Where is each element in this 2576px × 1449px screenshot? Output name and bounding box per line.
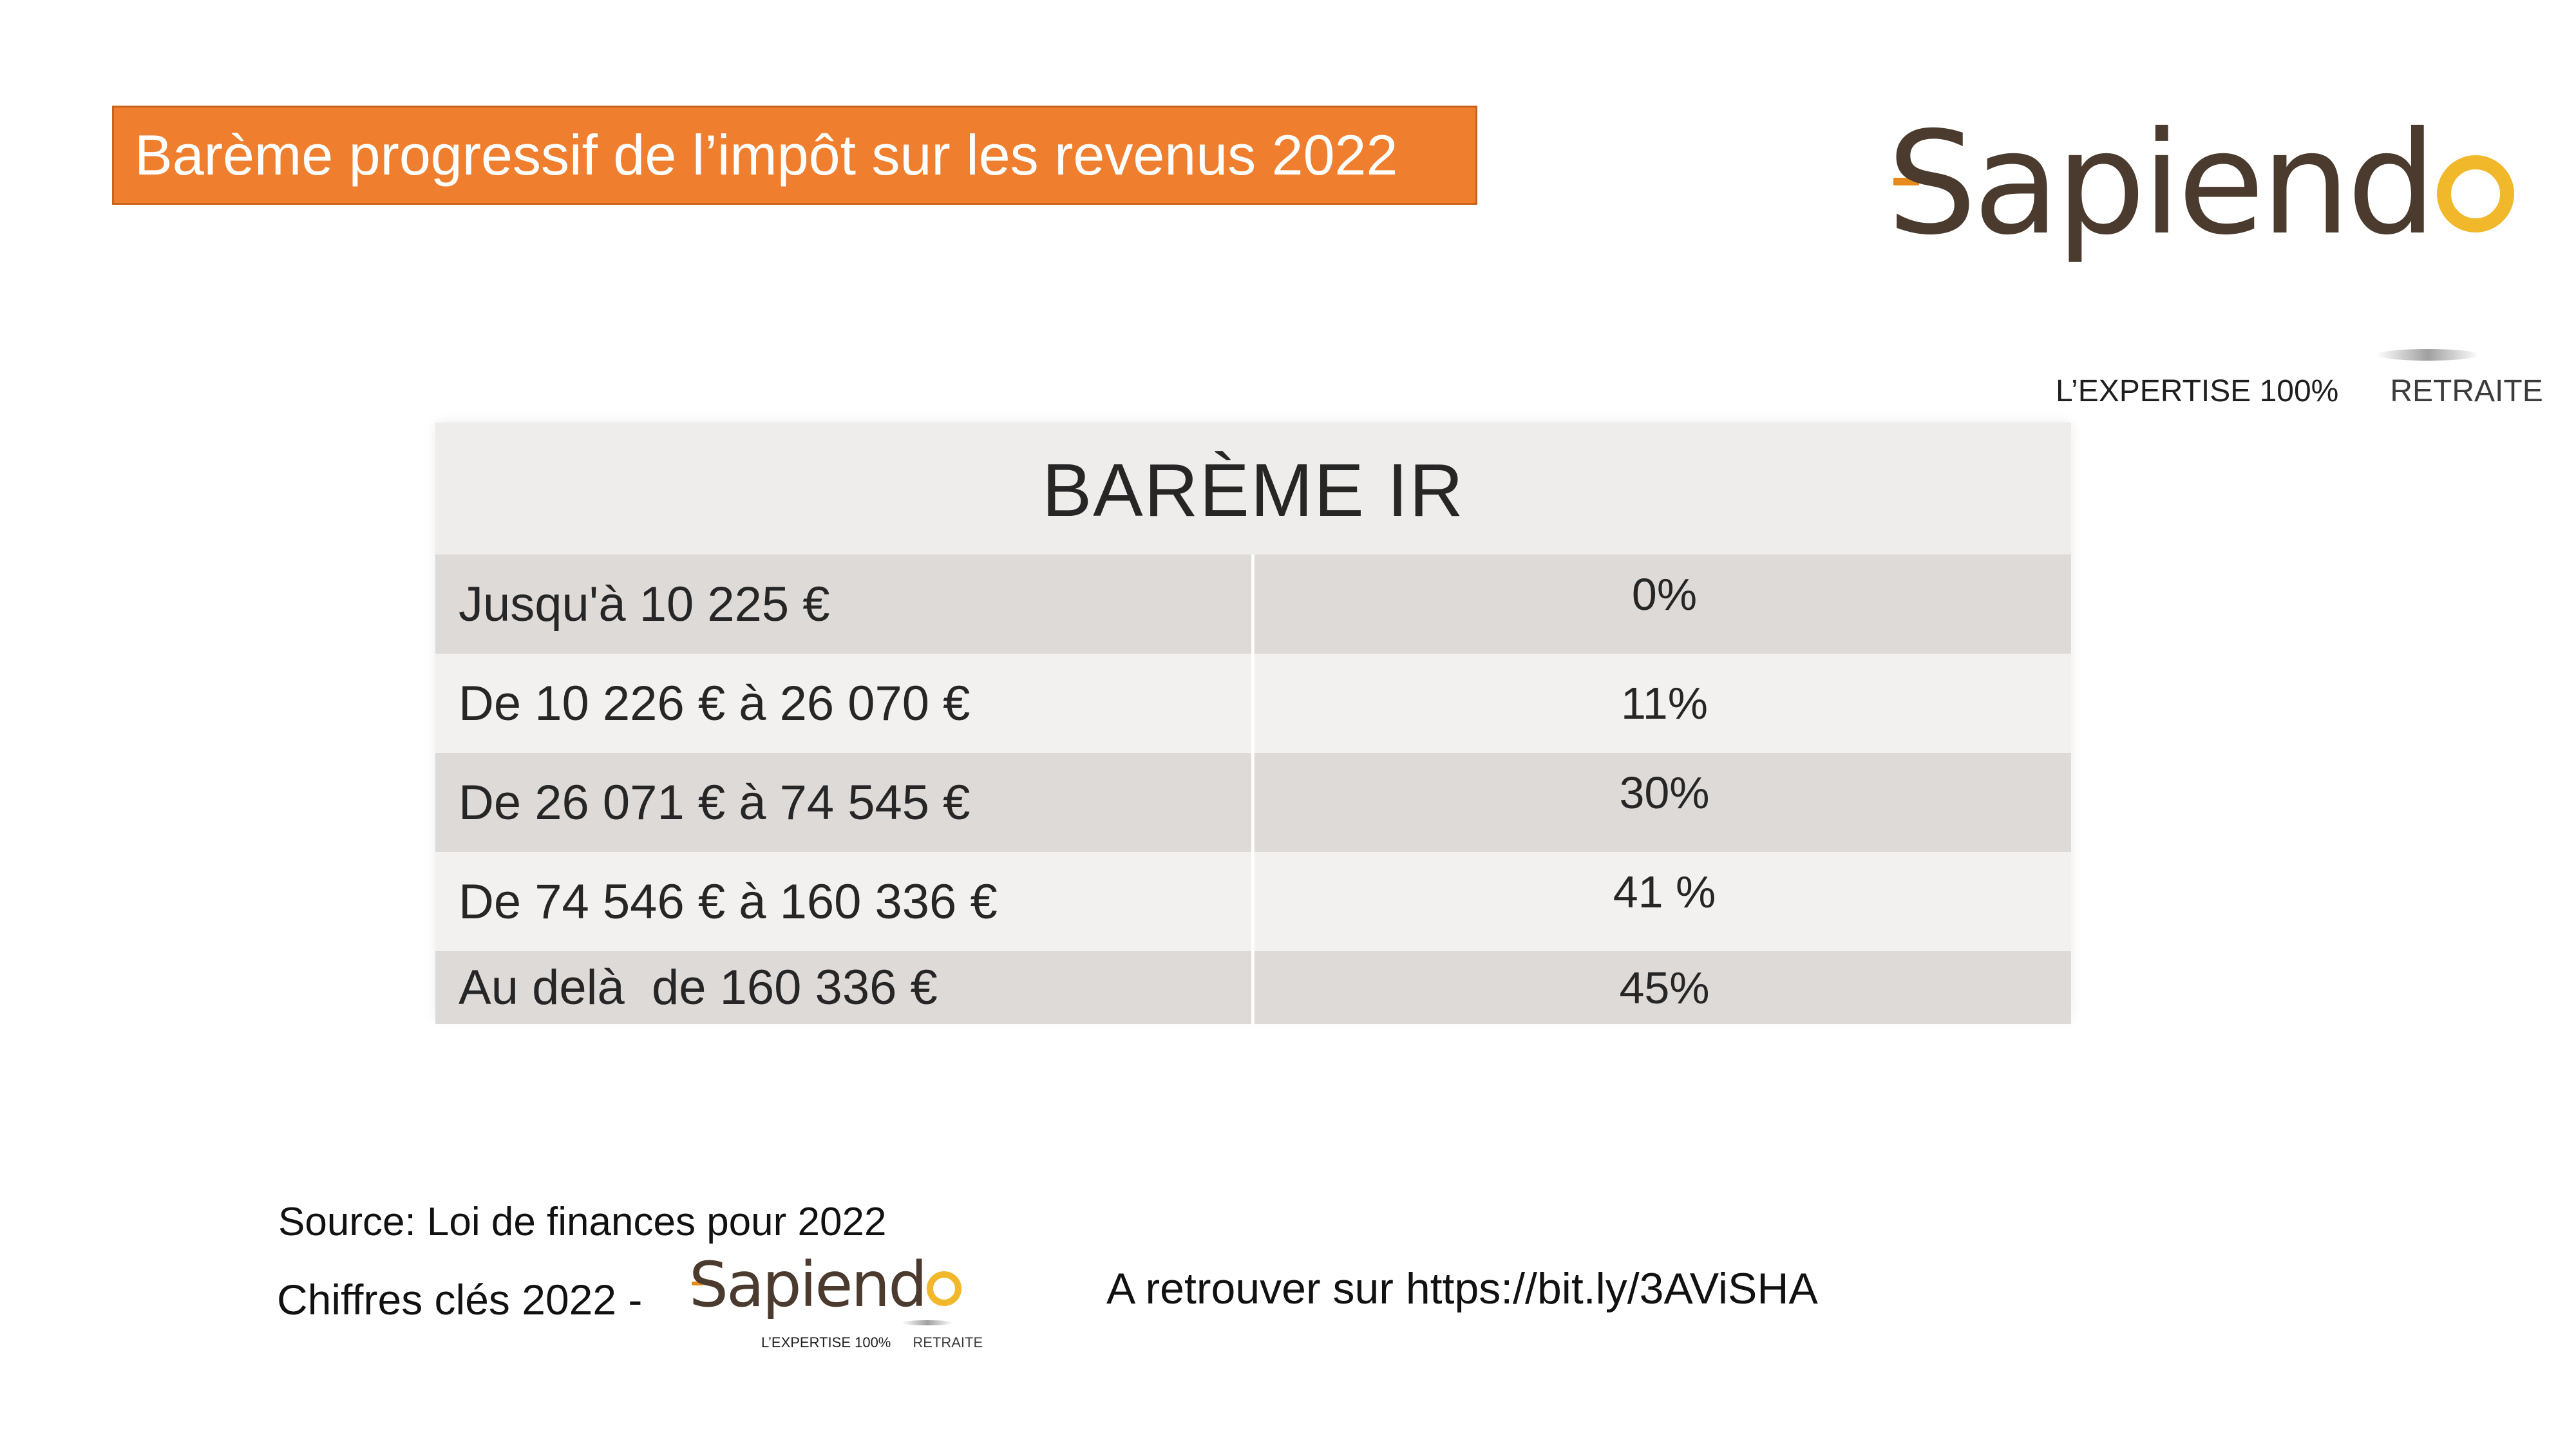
logo-tagline-left: L’EXPERTISE 100% <box>761 1334 891 1350</box>
rate-cell: 41 % <box>1613 867 1716 917</box>
source-text: Source: Loi de finances pour 2022 <box>278 1200 887 1244</box>
logo-shadow <box>2376 349 2479 361</box>
rate-cell: 45% <box>1619 962 1710 1013</box>
retrouver-link-text[interactable]: A retrouver sur https://bit.ly/3AViSHA <box>1106 1264 1818 1313</box>
sapiendo-logo-small: Sapiend L’EXPERTISE 100% RETRAITE <box>689 1249 983 1352</box>
logo-tagline: L’EXPERTISE 100% RETRAITE <box>2056 374 2543 409</box>
bareme-table: BARÈME IR Jusqu'à 10 225 € 0% De 10 226 … <box>435 422 2071 1024</box>
table-row: Jusqu'à 10 225 € 0% <box>435 554 2071 654</box>
logo-wordmark: Sapiend <box>1887 103 2514 264</box>
logo-shadow <box>902 1320 953 1325</box>
bracket-cell: Jusqu'à 10 225 € <box>435 554 1255 654</box>
logo-accent-dash <box>692 1282 703 1285</box>
bracket-cell: De 10 226 € à 26 070 € <box>435 654 1255 753</box>
sapiendo-logo: Sapiend L’EXPERTISE 100% RETRAITE <box>1887 103 2543 408</box>
rate-cell: 30% <box>1619 768 1710 818</box>
bracket-cell: De 26 071 € à 74 545 € <box>435 753 1255 852</box>
logo-wordmark-text: Sapiend <box>689 1249 927 1321</box>
logo-o-icon <box>2436 155 2514 232</box>
logo-wordmark: Sapiend <box>689 1249 962 1321</box>
table-row: De 10 226 € à 26 070 € 11% <box>435 654 2071 753</box>
table-title: BARÈME IR <box>435 422 2071 554</box>
logo-tagline-left: L’EXPERTISE 100% <box>2056 374 2339 408</box>
logo-accent-dash <box>1893 178 1919 185</box>
bracket-cell: Au delà de 160 336 € <box>435 951 1255 1024</box>
bracket-cell: De 74 546 € à 160 336 € <box>435 852 1255 951</box>
rate-cell: 0% <box>1631 569 1698 620</box>
chiffres-text: Chiffres clés 2022 - <box>277 1276 643 1323</box>
logo-tagline-right: RETRAITE <box>2390 374 2543 408</box>
table-row: Au delà de 160 336 € 45% <box>435 951 2071 1024</box>
table-row: De 26 071 € à 74 545 € 30% <box>435 753 2071 852</box>
logo-wordmark-text: Sapiend <box>1887 101 2437 266</box>
table-rows: Jusqu'à 10 225 € 0% De 10 226 € à 26 070… <box>435 554 2071 1024</box>
logo-tagline: L’EXPERTISE 100% RETRAITE <box>761 1334 983 1351</box>
logo-o-icon <box>927 1271 962 1306</box>
rate-cell: 11% <box>1621 678 1708 728</box>
table-row: De 74 546 € à 160 336 € 41 % <box>435 852 2071 951</box>
logo-tagline-right: RETRAITE <box>913 1334 983 1350</box>
page-title: Barème progressif de l’impôt sur les rev… <box>112 106 1477 205</box>
